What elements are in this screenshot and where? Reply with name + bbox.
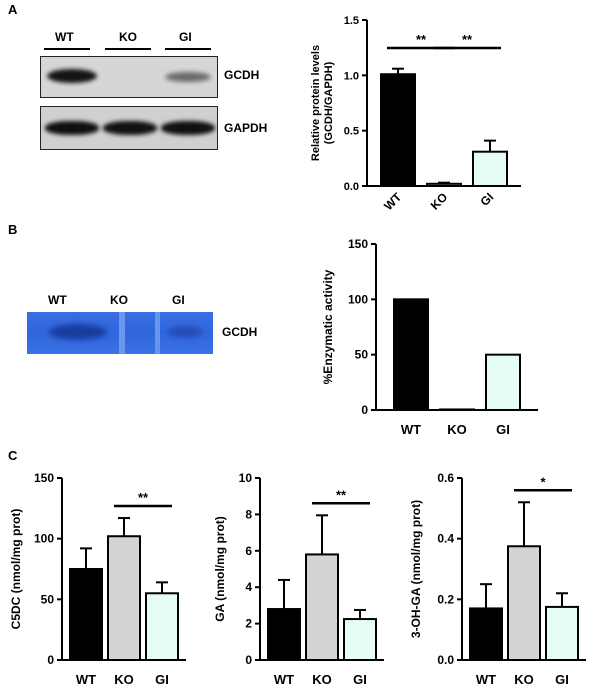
- y-tick-label: 0.4: [437, 532, 454, 546]
- chart-c2-ga: 0 2 4 6 8 10 GA (nmol/mg prot) WT KO GI **: [213, 471, 384, 684]
- blot-b-row-gcdh: GCDH: [222, 325, 258, 339]
- y-tick-label: 0.0: [437, 653, 454, 667]
- significance-label: **: [462, 32, 473, 47]
- panel-letter-b: B: [8, 222, 18, 237]
- x-tick-label: GI: [496, 422, 510, 437]
- blot-a-gcdh-strip: [40, 56, 218, 98]
- y-axis-title: Relative protein levels: [310, 45, 322, 161]
- bar-gi: [545, 605, 579, 662]
- blot-b-band-wt: [49, 324, 107, 340]
- bar-gi: [145, 592, 179, 661]
- bar-wt: [393, 298, 429, 411]
- y-tick-label: 2: [245, 617, 252, 631]
- blot-b-lane-gap: [155, 312, 160, 354]
- x-tick-label: WT: [476, 672, 496, 684]
- y-tick-label: 150: [348, 237, 368, 251]
- x-tick-label: KO: [114, 672, 134, 684]
- significance-label: **: [138, 490, 149, 505]
- y-tick-label: 0: [47, 653, 54, 667]
- bar-wt: [380, 73, 416, 187]
- blot-a-row-gcdh: GCDH: [224, 68, 260, 82]
- y-tick-label: 100: [34, 532, 54, 546]
- x-tick-label: KO: [428, 190, 451, 213]
- blot-a-gcdh-band-gi: [165, 72, 211, 82]
- bar-gi: [472, 150, 508, 187]
- blot-a-gapdh-band-gi: [161, 121, 215, 135]
- y-tick-label: 0: [245, 653, 252, 667]
- y-tick-label: 0: [361, 403, 368, 417]
- y-tick-label: 150: [34, 471, 54, 485]
- y-tick-label: 1.0: [344, 70, 359, 82]
- y-axis-title: %Enzymatic activity: [321, 269, 335, 384]
- y-tick-label: 100: [348, 292, 368, 306]
- bar-gi: [485, 353, 521, 411]
- bar-ko: [439, 408, 475, 412]
- bar-wt: [267, 608, 301, 661]
- blot-a-lane-underline: [44, 48, 90, 50]
- bar-ko: [305, 553, 339, 661]
- bar-ko: [426, 182, 462, 188]
- blot-a-lane-underline: [105, 48, 151, 50]
- panel-letter-c: C: [8, 448, 18, 463]
- chart-b-enzymatic-activity: 0 50 100 150 %Enzymatic activity WT KO GI: [321, 237, 538, 437]
- x-tick-label: KO: [514, 672, 534, 684]
- blot-b-band-gi: [167, 327, 203, 337]
- blot-b-lane-wt: WT: [48, 293, 67, 307]
- chart-a-relative-protein: 0.0 0.5 1.0 1.5 Relative protein levels (GCDH…: [310, 15, 521, 214]
- y-tick-label: 1.5: [344, 15, 359, 27]
- y-tick-label: 0.2: [437, 592, 454, 606]
- x-tick-label: KO: [312, 672, 332, 684]
- blot-b-gel-strip: [27, 312, 213, 354]
- y-tick-label: 50: [355, 348, 369, 362]
- bar-ko: [507, 545, 541, 661]
- significance-label: **: [336, 487, 347, 502]
- chart-c3-3-oh-ga: 0.0 0.2 0.4 0.6 3-OH-GA (nmol/mg prot) WT KO GI…: [409, 471, 586, 684]
- blot-a-gcdh-band-wt: [47, 69, 97, 83]
- y-tick-label: 50: [41, 592, 55, 606]
- blot-a-lane-ko: KO: [119, 30, 137, 44]
- y-axis-title: (GCDH/GAPDH): [323, 61, 335, 144]
- blot-b-lane-gi: GI: [172, 293, 185, 307]
- y-axis-title: GA (nmol/mg prot): [213, 516, 227, 622]
- y-tick-label: 10: [239, 471, 253, 485]
- x-tick-label: WT: [381, 190, 405, 214]
- significance-label: **: [416, 32, 427, 47]
- x-tick-label: GI: [555, 672, 569, 684]
- blot-b-lane-gap: [119, 312, 125, 354]
- y-tick-label: 0.6: [437, 471, 454, 485]
- x-tick-label: WT: [76, 672, 96, 684]
- blot-b-lane-ko: KO: [110, 293, 128, 307]
- x-tick-label: WT: [401, 422, 421, 437]
- panel-letter-a: A: [8, 2, 18, 17]
- significance-label: *: [540, 474, 546, 489]
- x-tick-label: WT: [274, 672, 294, 684]
- y-axis-title: 3-OH-GA (nmol/mg prot): [409, 500, 423, 638]
- bar-wt: [69, 568, 103, 661]
- y-tick-label: 0.5: [344, 126, 359, 138]
- x-tick-label: KO: [447, 422, 467, 437]
- bar-ko: [107, 535, 141, 661]
- y-tick-label: 0.0: [344, 181, 359, 193]
- y-axis-title: C5DC (nmol/mg prot): [9, 509, 23, 630]
- blot-a-lane-gi: GI: [179, 30, 192, 44]
- bar-gi: [343, 618, 377, 662]
- y-tick-label: 8: [245, 507, 252, 521]
- bar-wt: [469, 607, 503, 661]
- blot-a-gapdh-band-ko: [103, 121, 157, 135]
- blot-a-row-gapdh: GAPDH: [224, 121, 268, 135]
- chart-c1-c5dc: 0 50 100 150 C5DC (nmol/mg prot) WT KO GI **: [9, 471, 186, 684]
- y-tick-label: 6: [245, 544, 252, 558]
- x-tick-label: GI: [353, 672, 367, 684]
- x-tick-label: GI: [478, 190, 497, 209]
- x-tick-label: GI: [155, 672, 169, 684]
- blot-a-gapdh-strip: [40, 106, 218, 150]
- blot-a-lane-wt: WT: [55, 30, 74, 44]
- y-tick-label: 4: [245, 580, 252, 594]
- blot-a-lane-underline: [165, 48, 211, 50]
- blot-a-gapdh-band-wt: [45, 121, 99, 135]
